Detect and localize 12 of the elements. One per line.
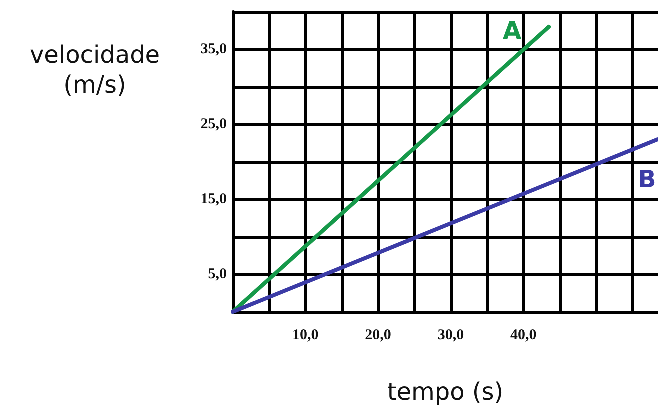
series-label: B [638, 166, 656, 194]
x-tick-label: 10,0 [292, 328, 319, 344]
y-tick-label: 15,0 [200, 192, 227, 208]
series-label: A [503, 17, 522, 45]
y-tick-label: 5,0 [208, 266, 227, 282]
x-tick-label: 30,0 [438, 328, 464, 344]
x-tick-label: 40,0 [510, 328, 537, 344]
y-tick-label: 25,0 [200, 116, 227, 132]
x-tick-label: 20,0 [365, 328, 392, 344]
y-tick-label: 35,0 [200, 42, 227, 58]
y-axis-title: velocidade (m/s) [30, 41, 160, 99]
x-axis-title: tempo (s) [387, 378, 504, 406]
